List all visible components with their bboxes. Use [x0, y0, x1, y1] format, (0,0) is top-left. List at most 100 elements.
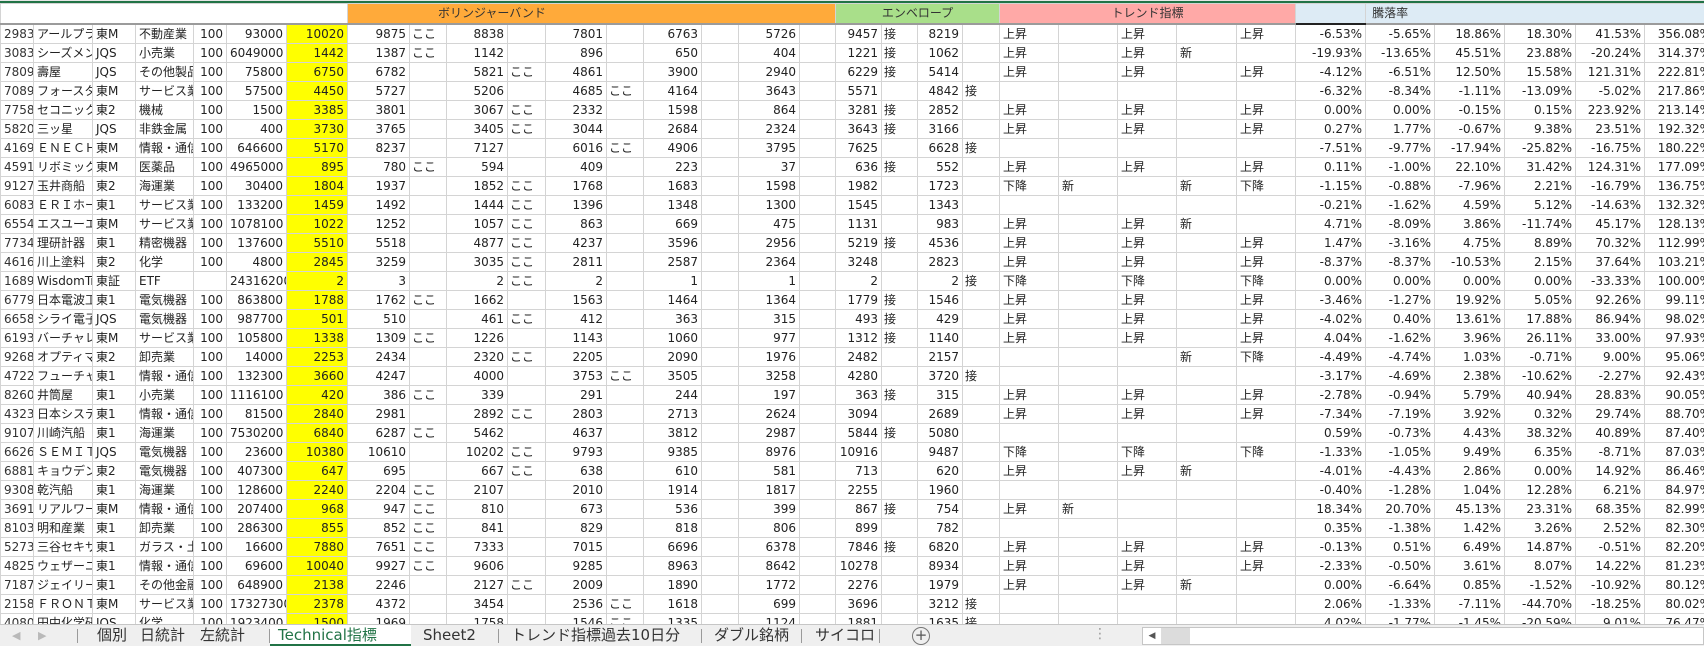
- cell-bollinger-flag[interactable]: [701, 498, 739, 519]
- cell-change-rate[interactable]: -16.75%: [1575, 137, 1646, 158]
- cell-envelope-flag[interactable]: [962, 289, 1001, 310]
- cell-unit[interactable]: 100: [193, 517, 227, 538]
- cell-bollinger-value[interactable]: 2684: [643, 118, 702, 139]
- cell-trend[interactable]: [1176, 80, 1238, 101]
- cell-bollinger-value[interactable]: 3454: [446, 593, 508, 614]
- cell-unit[interactable]: 100: [193, 42, 227, 63]
- cell-market[interactable]: 東証: [92, 270, 136, 291]
- cell-bollinger-value[interactable]: 2: [545, 270, 607, 291]
- cell-bollinger-flag[interactable]: [606, 441, 644, 462]
- cell-change-rate[interactable]: -1.62%: [1365, 194, 1436, 215]
- cell-trend[interactable]: 上昇: [999, 61, 1060, 82]
- cell-bollinger-value[interactable]: 4861: [545, 61, 607, 82]
- cell-bollinger-flag[interactable]: [507, 612, 546, 624]
- cell-bollinger-flag[interactable]: [701, 593, 739, 614]
- cell-bollinger-value[interactable]: 1937: [347, 175, 410, 196]
- cell-market[interactable]: 東1: [92, 194, 136, 215]
- cell-envelope-value[interactable]: 10916: [835, 441, 883, 462]
- cell-bollinger-flag[interactable]: [798, 251, 837, 272]
- cell-market[interactable]: 東1: [92, 517, 136, 538]
- cell-volume[interactable]: 24316200: [226, 270, 287, 291]
- cell-change-rate[interactable]: 92.26%: [1575, 289, 1646, 310]
- cell-change-rate[interactable]: -17.94%: [1434, 137, 1506, 158]
- cell-bollinger-flag[interactable]: [606, 175, 644, 196]
- cell-bollinger-value[interactable]: 4164: [643, 80, 702, 101]
- cell-envelope-flag[interactable]: [962, 42, 1001, 63]
- cell-bollinger-flag[interactable]: [409, 194, 447, 215]
- header-trend-indicator[interactable]: トレンド指標: [999, 3, 1297, 25]
- cell-change-rate[interactable]: 0.35%: [1295, 517, 1367, 538]
- cell-bollinger-flag[interactable]: [701, 479, 739, 500]
- cell-trend[interactable]: [1176, 479, 1238, 500]
- cell-trend[interactable]: [1058, 612, 1119, 624]
- cell-trend[interactable]: [1176, 137, 1238, 158]
- cell-bollinger-value[interactable]: 197: [738, 384, 800, 405]
- cell-bollinger-value[interactable]: 6782: [347, 61, 410, 82]
- cell-bollinger-flag[interactable]: [507, 498, 546, 519]
- cell-bollinger-value[interactable]: 9606: [446, 555, 508, 576]
- cell-change-rate[interactable]: -1.11%: [1434, 80, 1506, 101]
- cell-change-rate[interactable]: 87.40%: [1644, 422, 1704, 443]
- cell-change-rate[interactable]: 0.00%: [1434, 270, 1506, 291]
- cell-bollinger-value[interactable]: 4906: [643, 137, 702, 158]
- cell-trend[interactable]: 上昇: [1117, 555, 1178, 576]
- cell-envelope-flag[interactable]: [881, 137, 919, 158]
- cell-trend[interactable]: 上昇: [1117, 251, 1178, 272]
- cell-bollinger-flag[interactable]: [701, 403, 739, 424]
- cell-trend[interactable]: [999, 479, 1060, 500]
- cell-envelope-flag[interactable]: [962, 346, 1001, 367]
- cell-change-rate[interactable]: 1.42%: [1434, 517, 1506, 538]
- cell-bollinger-flag[interactable]: [798, 593, 837, 614]
- cell-trend[interactable]: [1176, 61, 1238, 82]
- cell-volume[interactable]: 407300: [226, 460, 287, 481]
- cell-bollinger-value[interactable]: 3753: [545, 365, 607, 386]
- cell-bollinger-value[interactable]: 1300: [738, 194, 800, 215]
- cell-unit[interactable]: 100: [193, 574, 227, 595]
- cell-volume[interactable]: 286300: [226, 517, 287, 538]
- cell-bollinger-flag[interactable]: [507, 517, 546, 538]
- cell-trend[interactable]: [1117, 175, 1178, 196]
- cell-bollinger-flag[interactable]: [701, 42, 739, 63]
- cell-envelope-flag[interactable]: 接: [881, 42, 919, 63]
- cell-trend[interactable]: 上昇: [999, 99, 1060, 120]
- cell-bollinger-value[interactable]: 3801: [347, 99, 410, 120]
- header-bollinger-band[interactable]: ボリンジャーバンド: [346, 3, 837, 25]
- cell-bollinger-flag[interactable]: [606, 403, 644, 424]
- cell-trend[interactable]: [1058, 270, 1119, 291]
- cell-change-rate[interactable]: 12.28%: [1504, 479, 1577, 500]
- cell-bollinger-value[interactable]: 2713: [643, 403, 702, 424]
- cell-code[interactable]: 9107: [0, 422, 34, 443]
- cell-code[interactable]: 7089: [0, 80, 34, 101]
- cell-volume[interactable]: 1078100: [226, 213, 287, 234]
- cell-name[interactable]: フューチャ: [33, 365, 93, 386]
- cell-trend[interactable]: [1058, 156, 1119, 177]
- cell-unit[interactable]: 100: [193, 612, 227, 624]
- cell-bollinger-flag[interactable]: ここ: [409, 327, 447, 348]
- cell-trend[interactable]: 新: [1058, 498, 1119, 519]
- cell-bollinger-flag[interactable]: [798, 232, 837, 253]
- cell-market[interactable]: 東1: [92, 232, 136, 253]
- cell-bollinger-flag[interactable]: [701, 422, 739, 443]
- cell-envelope-value[interactable]: 3643: [835, 118, 883, 139]
- cell-envelope-value[interactable]: 713: [835, 460, 883, 481]
- cell-volume[interactable]: 132300: [226, 365, 287, 386]
- cell-sector[interactable]: 情報・通信: [135, 555, 194, 576]
- cell-change-rate[interactable]: 15.58%: [1504, 61, 1577, 82]
- cell-change-rate[interactable]: 0.00%: [1504, 270, 1577, 291]
- cell-bollinger-flag[interactable]: [606, 536, 644, 557]
- cell-bollinger-value[interactable]: 1143: [545, 327, 607, 348]
- cell-change-rate[interactable]: 14.87%: [1504, 536, 1577, 557]
- cell-bollinger-flag[interactable]: [409, 232, 447, 253]
- cell-trend[interactable]: [1236, 612, 1297, 624]
- cell-bollinger-flag[interactable]: ここ: [507, 403, 546, 424]
- cell-change-rate[interactable]: 192.32%: [1644, 118, 1704, 139]
- cell-change-rate[interactable]: -13.65%: [1365, 42, 1436, 63]
- cell-trend[interactable]: 上昇: [999, 156, 1060, 177]
- cell-change-rate[interactable]: 180.22%: [1644, 137, 1704, 158]
- cell-trend[interactable]: [1176, 23, 1238, 44]
- cell-trend[interactable]: 上昇: [999, 213, 1060, 234]
- cell-name[interactable]: シライ電子: [33, 308, 93, 329]
- cell-change-rate[interactable]: 8.07%: [1504, 555, 1577, 576]
- cell-bollinger-value[interactable]: 810: [446, 498, 508, 519]
- cell-code[interactable]: 5820: [0, 118, 34, 139]
